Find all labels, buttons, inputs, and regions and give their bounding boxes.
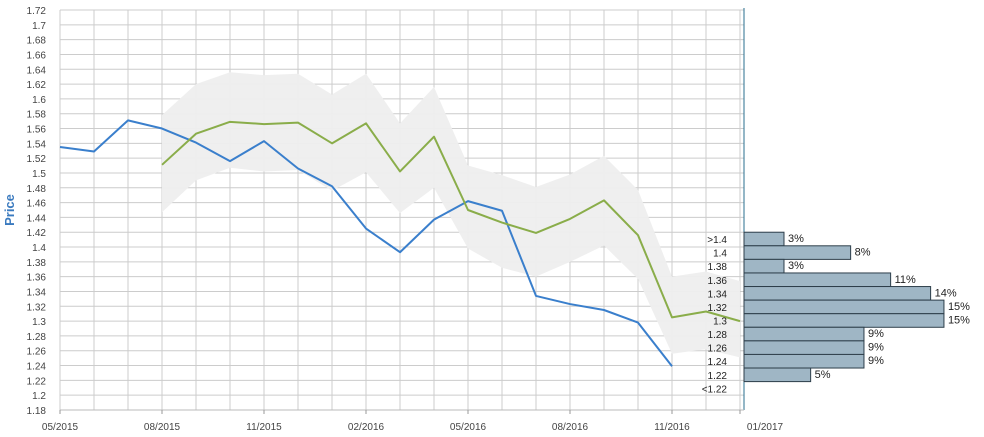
- y-tick-label: 1.36: [27, 273, 47, 284]
- histogram-bar: [743, 326, 865, 342]
- y-tick-label: 1.6: [32, 95, 46, 106]
- y-tick-label: 1.2: [32, 391, 46, 402]
- y-tick-label: 1.64: [27, 65, 47, 76]
- histogram-bar: [743, 313, 945, 328]
- y-tick-label: 1.58: [27, 110, 47, 121]
- histogram-bar: [743, 231, 785, 247]
- x-tick-label: 08/2015: [144, 422, 181, 433]
- histogram-percent-label: 9%: [868, 328, 884, 340]
- y-tick-label: 1.7: [32, 21, 46, 32]
- y-tick-label: 1.44: [27, 213, 47, 224]
- actual-price-line: [59, 119, 673, 367]
- x-tick-labels: 05/2015 08/2015 11/2015 02/2016 05/2016 08/20…: [42, 422, 784, 433]
- y-tick-label: 1.54: [27, 139, 47, 150]
- histogram-percent-label: 11%: [895, 274, 916, 286]
- histogram-bin-label: 1.24: [708, 357, 728, 368]
- y-axis-label: Price: [2, 194, 17, 226]
- histogram-bar: [743, 272, 892, 288]
- histogram-percent-label: 8%: [855, 247, 871, 259]
- x-tick-label: 05/2016: [450, 422, 487, 433]
- y-tick-label: 1.28: [27, 332, 47, 343]
- histogram-bin-label: 1.4: [713, 249, 727, 260]
- histogram-bar: [743, 245, 852, 260]
- x-tick-label: 11/2016: [654, 422, 690, 433]
- histogram-bin-label: 1.36: [708, 276, 728, 287]
- y-tick-label: 1.66: [27, 50, 47, 61]
- histogram-bin-label: 1.38: [708, 262, 728, 273]
- histogram-bar: [743, 299, 945, 315]
- forecast-line: [161, 120, 741, 323]
- y-tick-label: 1.38: [27, 258, 47, 269]
- x-tick-label: 02/2016: [348, 422, 385, 433]
- histogram-percent-label: 3%: [788, 233, 804, 245]
- y-tick-label: 1.46: [27, 199, 47, 210]
- y-tick-labels: 1.18 1.2 1.22 1.24 1.26 1.28 1.3 1.32 1.34 1.36 1.…: [27, 6, 47, 417]
- histogram-bar: [743, 367, 812, 383]
- y-tick-label: 1.34: [27, 287, 47, 298]
- series-lines: [59, 119, 741, 367]
- histogram-bar: [743, 258, 785, 274]
- histogram-percent-label: 15%: [948, 314, 970, 326]
- y-tick-label: 1.62: [27, 80, 47, 91]
- y-tick-label: 1.56: [27, 125, 47, 136]
- y-tick-label: 1.68: [27, 36, 47, 47]
- histogram-bin-label: 1.3: [713, 316, 727, 327]
- histogram-bin-label: <1.22: [702, 384, 728, 395]
- histogram-percent-label: 14%: [935, 287, 957, 299]
- histogram-bar: [743, 353, 865, 369]
- histogram-bin-label: 1.26: [708, 344, 728, 355]
- histogram-percent-label: 3%: [788, 260, 804, 272]
- histogram-bin-label: 1.28: [708, 330, 728, 341]
- histogram-bin-label: 1.34: [708, 289, 728, 300]
- x-tick-label: 11/2015: [246, 422, 282, 433]
- confidence-band: [162, 72, 740, 358]
- histogram-percent-label: 9%: [868, 342, 884, 354]
- x-tick-label: 05/2015: [42, 422, 79, 433]
- y-tick-label: 1.26: [27, 347, 47, 358]
- forecast-band: [162, 72, 740, 358]
- y-tick-label: 1.18: [27, 406, 47, 417]
- y-tick-label: 1.5: [32, 169, 46, 180]
- histogram-percent-label: 5%: [815, 369, 831, 381]
- histogram-percent-label: 9%: [868, 355, 884, 367]
- histogram: >1.4 3% 1.4 8% 1.38 3% 1.36 11% 1.34 14% 1.32 15% 1.…: [702, 231, 970, 395]
- x-tick-label: 08/2016: [552, 422, 589, 433]
- y-tick-label: 1.3: [32, 317, 46, 328]
- y-tick-label: 1.52: [27, 154, 47, 165]
- y-tick-label: 1.72: [27, 6, 47, 17]
- y-tick-label: 1.24: [27, 362, 47, 373]
- histogram-bar: [743, 340, 865, 355]
- histogram-bin-label: 1.32: [708, 303, 728, 314]
- histogram-bin-label: 1.22: [708, 371, 728, 382]
- y-tick-label: 1.48: [27, 184, 47, 195]
- y-tick-label: 1.42: [27, 228, 47, 239]
- y-tick-label: 1.4: [32, 243, 46, 254]
- y-tick-label: 1.32: [27, 302, 47, 313]
- y-tick-label: 1.22: [27, 376, 47, 387]
- histogram-percent-label: 15%: [948, 301, 970, 313]
- x-tick-label: 01/2017: [747, 422, 784, 433]
- histogram-bin-label: >1.4: [707, 235, 727, 246]
- histogram-bar: [743, 286, 932, 301]
